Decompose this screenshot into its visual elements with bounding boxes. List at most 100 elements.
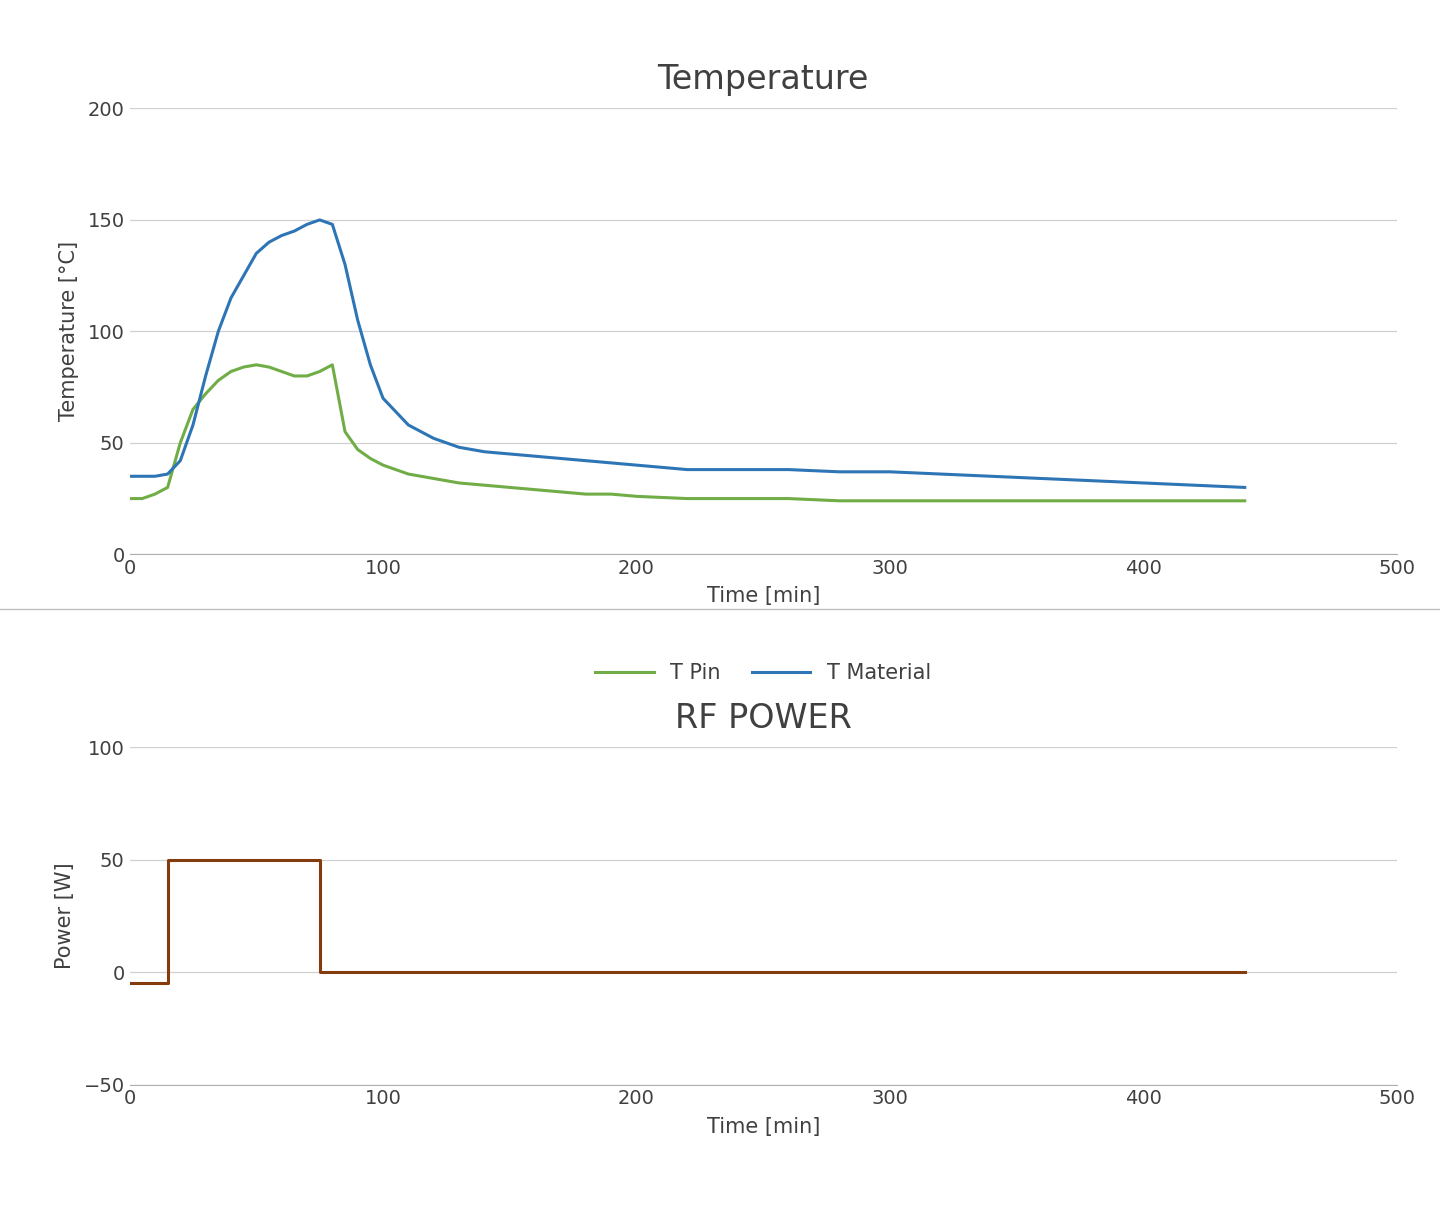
T Material bbox=[400, 418, 418, 433]
Title: RF POWER: RF POWER bbox=[675, 701, 851, 735]
T Material bbox=[361, 358, 379, 372]
T Pin bbox=[729, 492, 746, 506]
T Material bbox=[831, 465, 848, 480]
T Pin bbox=[527, 482, 544, 496]
T Material bbox=[881, 465, 899, 480]
T Pin bbox=[602, 487, 619, 501]
T Pin bbox=[274, 364, 291, 378]
T Pin bbox=[197, 387, 215, 401]
T Pin bbox=[235, 360, 252, 375]
T Material bbox=[348, 313, 366, 328]
Y-axis label: Temperature [°C]: Temperature [°C] bbox=[59, 241, 79, 422]
Legend: T Pin, T Material: T Pin, T Material bbox=[595, 663, 932, 683]
T Material bbox=[324, 217, 341, 231]
T Pin bbox=[285, 369, 302, 383]
T Material bbox=[285, 224, 302, 239]
T Material bbox=[501, 447, 518, 462]
FWD Power bbox=[1236, 965, 1253, 980]
T Material bbox=[628, 458, 645, 472]
T Material bbox=[982, 469, 999, 483]
X-axis label: Time [min]: Time [min] bbox=[707, 587, 819, 606]
T Material bbox=[1236, 481, 1253, 495]
X-axis label: Time [min]: Time [min] bbox=[707, 1117, 819, 1136]
T Pin bbox=[121, 492, 138, 506]
Y-axis label: Power [W]: Power [W] bbox=[55, 863, 75, 969]
T Pin bbox=[222, 364, 239, 378]
T Material bbox=[780, 463, 798, 477]
T Material bbox=[1135, 476, 1152, 490]
T Material bbox=[451, 440, 468, 454]
T Material bbox=[134, 469, 151, 483]
FWD Power bbox=[158, 852, 176, 866]
T Pin bbox=[1084, 494, 1102, 509]
T Material bbox=[475, 445, 492, 459]
T Pin bbox=[261, 360, 278, 375]
T Pin bbox=[932, 494, 949, 509]
T Material bbox=[425, 431, 442, 446]
T Material bbox=[147, 469, 164, 483]
T Material bbox=[298, 217, 315, 231]
T Material bbox=[552, 451, 569, 465]
FWD Power bbox=[311, 965, 328, 980]
T Material bbox=[235, 269, 252, 283]
T Material bbox=[171, 453, 189, 468]
T Pin bbox=[158, 481, 176, 495]
T Material bbox=[261, 235, 278, 249]
T Material bbox=[577, 453, 595, 468]
T Pin bbox=[400, 466, 418, 481]
T Pin bbox=[1185, 494, 1202, 509]
T Pin bbox=[475, 478, 492, 493]
Line: T Pin: T Pin bbox=[130, 365, 1244, 501]
Line: FWD Power: FWD Power bbox=[130, 859, 1244, 983]
T Pin bbox=[881, 494, 899, 509]
T Pin bbox=[451, 476, 468, 490]
T Pin bbox=[210, 374, 228, 388]
T Pin bbox=[184, 402, 202, 417]
T Pin bbox=[324, 358, 341, 372]
FWD Power bbox=[311, 852, 328, 866]
T Material bbox=[729, 463, 746, 477]
T Pin bbox=[1034, 494, 1051, 509]
Line: T Material: T Material bbox=[130, 219, 1244, 488]
T Pin bbox=[577, 487, 595, 501]
T Pin bbox=[361, 451, 379, 465]
T Material bbox=[311, 212, 328, 227]
T Material bbox=[197, 369, 215, 383]
T Pin bbox=[831, 494, 848, 509]
T Material bbox=[374, 390, 392, 405]
T Material bbox=[932, 466, 949, 481]
T Material bbox=[121, 469, 138, 483]
T Material bbox=[678, 463, 696, 477]
T Pin bbox=[1236, 494, 1253, 509]
T Material bbox=[210, 324, 228, 339]
T Pin bbox=[628, 489, 645, 504]
T Pin bbox=[678, 492, 696, 506]
FWD Power bbox=[158, 976, 176, 991]
T Pin bbox=[134, 492, 151, 506]
T Pin bbox=[311, 364, 328, 378]
T Material bbox=[222, 290, 239, 305]
T Material bbox=[274, 228, 291, 242]
T Material bbox=[1084, 474, 1102, 488]
T Material bbox=[184, 418, 202, 433]
T Pin bbox=[298, 369, 315, 383]
T Material bbox=[337, 258, 354, 272]
T Pin bbox=[780, 492, 798, 506]
T Pin bbox=[248, 358, 265, 372]
T Pin bbox=[337, 424, 354, 439]
T Material bbox=[1185, 478, 1202, 493]
Title: Temperature: Temperature bbox=[658, 63, 868, 96]
T Pin bbox=[552, 484, 569, 499]
FWD Power bbox=[121, 976, 138, 991]
T Material bbox=[158, 466, 176, 481]
T Pin bbox=[348, 442, 366, 457]
T Material bbox=[602, 455, 619, 470]
T Pin bbox=[1135, 494, 1152, 509]
T Material bbox=[527, 449, 544, 464]
T Material bbox=[248, 246, 265, 260]
T Pin bbox=[501, 481, 518, 495]
T Material bbox=[1034, 471, 1051, 486]
T Pin bbox=[171, 436, 189, 451]
T Pin bbox=[147, 487, 164, 501]
T Pin bbox=[374, 458, 392, 472]
